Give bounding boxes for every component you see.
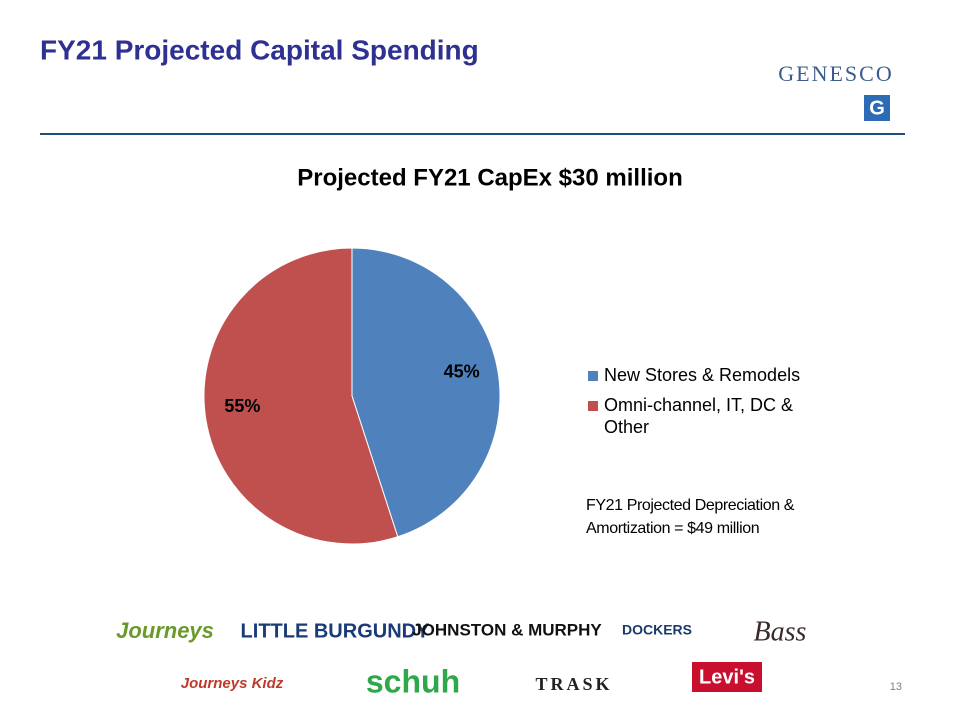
legend-item: Omni-channel, IT, DC & Other: [588, 394, 823, 438]
value-label: 45%: [444, 361, 480, 381]
company-mark: [864, 95, 890, 121]
logo: Levi's: [699, 666, 755, 688]
value-label: 55%: [224, 396, 260, 416]
logo: DOCKERS: [622, 622, 692, 638]
logo: schuh: [366, 663, 460, 699]
page-number: 13: [890, 681, 902, 693]
logo: Journeys Kidz: [181, 675, 284, 692]
legend-swatch: [588, 371, 598, 381]
pie: 45% 55%: [203, 247, 501, 545]
chart-title: Projected FY21 CapEx $30 million: [297, 164, 682, 191]
legend-item: New Stores & Remodels: [588, 364, 823, 386]
logo-box: [692, 662, 762, 692]
pie-slice: [351, 247, 501, 538]
logo: JOHNSTON & MURPHY: [412, 620, 602, 639]
annotation: FY21 Projected Depreciation & Amortizati…: [586, 497, 795, 537]
logo: TRASK: [535, 674, 612, 694]
legend-label: Omni-channel, IT, DC & Other: [604, 395, 794, 437]
company-name: GENESCO: [778, 61, 893, 86]
logo: LITTLE BURGUNDY: [241, 620, 431, 642]
legend-swatch: [588, 401, 598, 411]
pie-slice: [203, 247, 399, 545]
logo: Bass: [754, 616, 807, 647]
logo: Journeys: [116, 618, 214, 643]
slide-title: FY21 Projected Capital Spending: [40, 34, 479, 65]
legend: New Stores & Remodels Omni-channel, IT, D…: [588, 364, 823, 446]
legend-label: New Stores & Remodels: [604, 365, 801, 385]
company-mark-letter: G: [869, 97, 885, 119]
